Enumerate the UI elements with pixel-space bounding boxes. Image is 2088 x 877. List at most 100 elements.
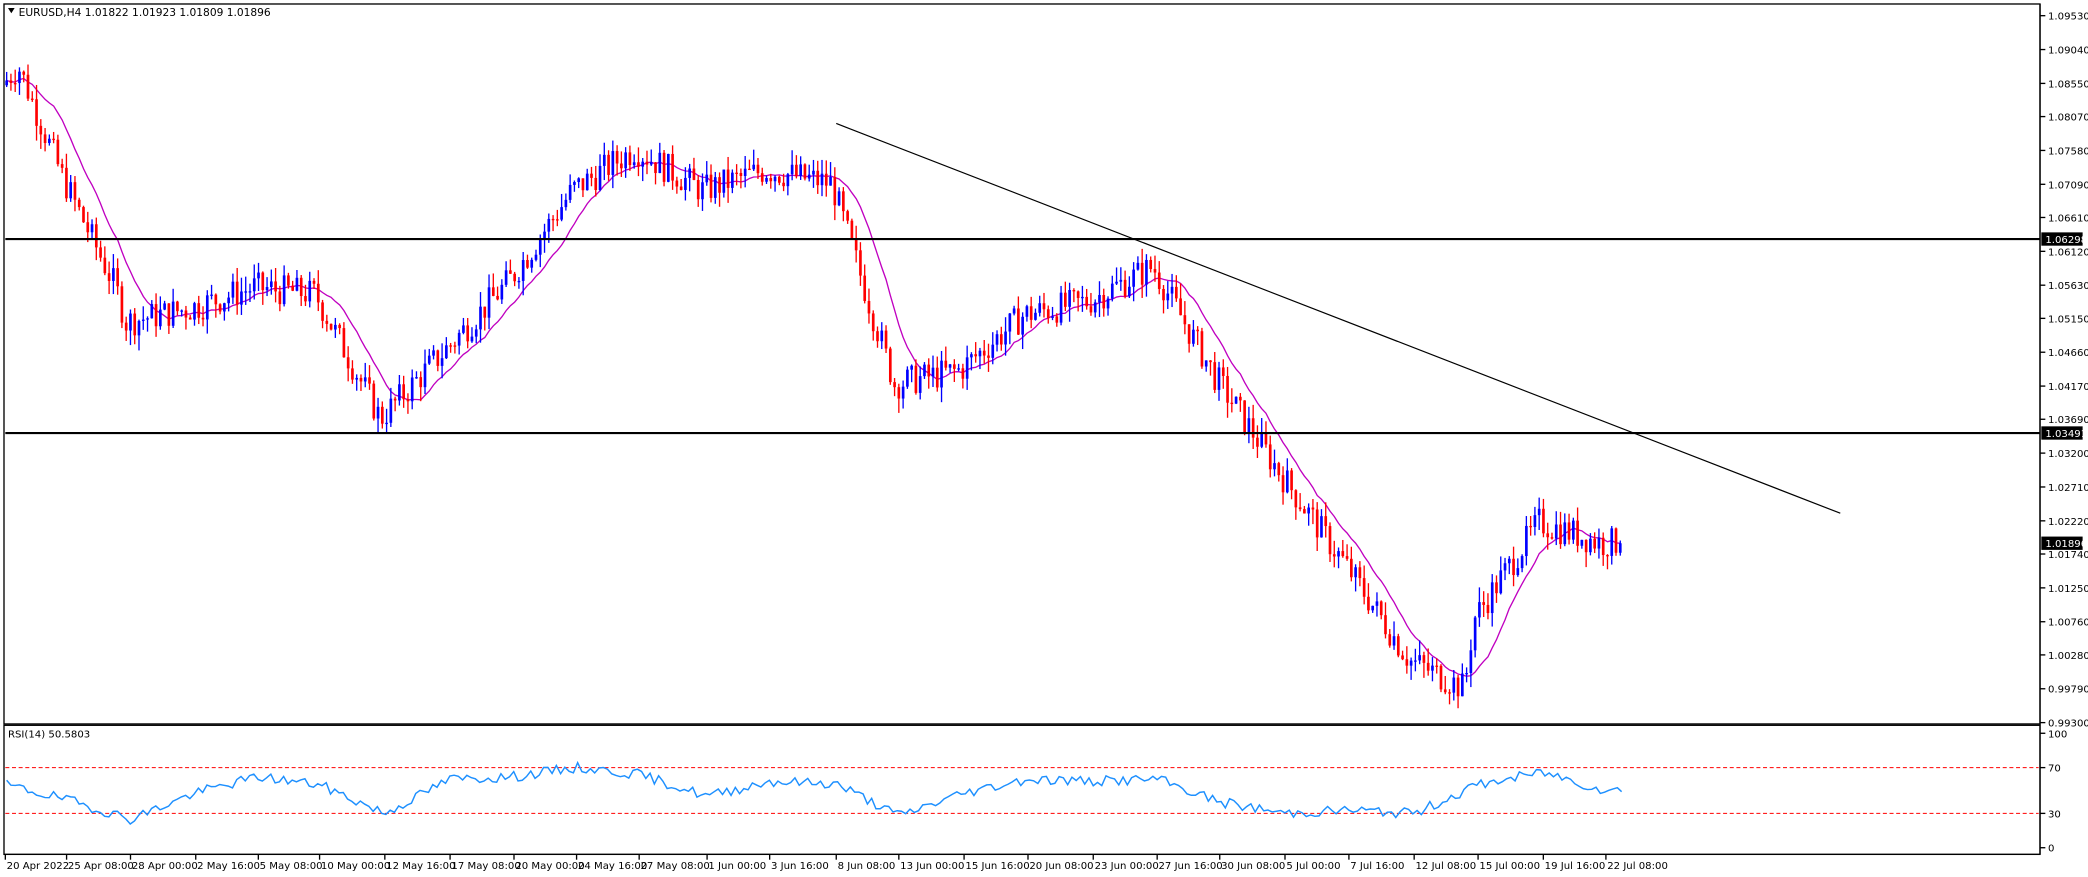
candle-body	[141, 319, 145, 321]
candle-body	[547, 218, 551, 232]
candle-body	[1157, 272, 1161, 289]
candle-body	[709, 174, 713, 198]
candle-body	[231, 281, 235, 298]
candle-body	[1298, 507, 1302, 510]
candle-body	[1580, 539, 1584, 546]
candle-body	[982, 350, 986, 356]
candle-body	[961, 368, 965, 379]
candle-body	[1204, 360, 1208, 367]
candle-body	[146, 318, 149, 320]
candle-body	[133, 313, 137, 336]
candle-body	[1443, 689, 1447, 693]
price-pane[interactable]	[3, 3, 2041, 725]
candle-body	[671, 153, 674, 181]
candle-body	[1367, 596, 1370, 611]
candle-body	[1546, 533, 1550, 538]
candle-body	[73, 182, 77, 200]
candle-body	[129, 313, 132, 331]
candle-body	[726, 169, 730, 188]
candle-body	[351, 368, 354, 380]
candle-body	[649, 162, 653, 165]
rsi-tick-label: 0	[2048, 844, 2054, 855]
candle-body	[261, 272, 265, 291]
candle-body	[116, 268, 119, 287]
candle-body	[1179, 298, 1182, 316]
candle-body	[304, 296, 307, 302]
price-tick-label: 1.07580	[2048, 146, 2088, 157]
candle-body	[269, 281, 273, 288]
candle-body	[474, 329, 478, 337]
candle-body	[713, 177, 717, 198]
candle-body	[389, 398, 393, 423]
candle-body	[483, 306, 487, 318]
candle-body	[402, 384, 405, 400]
candle-body	[1098, 294, 1101, 303]
candle-body	[1392, 636, 1396, 646]
price-tick-label: 1.04660	[2048, 348, 2088, 359]
time-tick-label: 12 Jul 08:00	[1415, 861, 1476, 872]
candle-body	[577, 178, 581, 183]
candle-body	[1311, 507, 1315, 510]
candle-body	[1618, 543, 1622, 553]
candle-body	[1196, 329, 1199, 332]
candle-body	[1409, 660, 1413, 666]
candle-body	[568, 184, 572, 200]
rsi-tick-label: 100	[2048, 729, 2067, 740]
candle-body	[679, 186, 683, 190]
candle-body	[1473, 617, 1477, 651]
triangle-down-icon[interactable]	[7, 7, 15, 14]
time-tick-label: 13 Jun 00:00	[900, 861, 964, 872]
candle-body	[1362, 578, 1366, 597]
support-price-label: 1.03491	[2045, 429, 2087, 440]
candle-body	[735, 172, 738, 174]
candle-body	[385, 422, 388, 425]
candles-layer	[5, 64, 1622, 709]
candle-body	[278, 291, 282, 305]
candle-body	[624, 152, 627, 169]
rsi-pane[interactable]	[3, 724, 2041, 856]
candle-body	[692, 168, 696, 180]
candle-body	[1264, 432, 1268, 445]
price-tick-label: 1.09530	[2048, 12, 2088, 23]
candle-body	[1187, 324, 1191, 344]
candle-body	[363, 377, 367, 382]
candle-body	[1396, 636, 1400, 656]
candle-body	[1256, 437, 1259, 447]
candle-body	[1328, 526, 1332, 555]
candle-body	[637, 162, 640, 167]
rsi-header: RSI(14) 50.5803	[8, 729, 90, 740]
candle-body	[675, 180, 679, 187]
candle-body	[1038, 303, 1042, 313]
candle-body	[504, 270, 508, 285]
candle-body	[479, 306, 482, 330]
candle-body	[910, 365, 913, 370]
candle-body	[338, 324, 341, 329]
candle-body	[842, 191, 845, 212]
price-tick-label: 1.03690	[2048, 415, 2088, 426]
price-tick-label: 1.03200	[2048, 449, 2088, 460]
time-tick-label: 30 Jun 08:00	[1221, 861, 1285, 872]
candle-body	[1375, 601, 1379, 606]
candle-body	[1482, 602, 1486, 605]
candle-body	[854, 238, 858, 251]
candle-body	[1414, 660, 1417, 662]
candle-body	[393, 398, 397, 401]
candle-body	[598, 165, 602, 191]
time-tick-label: 20 Apr 2022	[7, 861, 70, 872]
candle-body	[756, 164, 760, 174]
candle-body	[1059, 292, 1063, 323]
candle-body	[620, 163, 623, 169]
candle-body	[560, 207, 563, 220]
candle-body	[965, 357, 969, 379]
candle-body	[1042, 303, 1046, 310]
candle-body	[923, 364, 926, 377]
candle-body	[265, 287, 269, 291]
candle-body	[1119, 279, 1123, 282]
candle-body	[1285, 470, 1289, 493]
candle-body	[287, 275, 290, 286]
candle-body	[1093, 302, 1097, 313]
candle-body	[739, 172, 743, 176]
candle-body	[1145, 259, 1148, 285]
price-tick-label: 1.01250	[2048, 584, 2088, 595]
